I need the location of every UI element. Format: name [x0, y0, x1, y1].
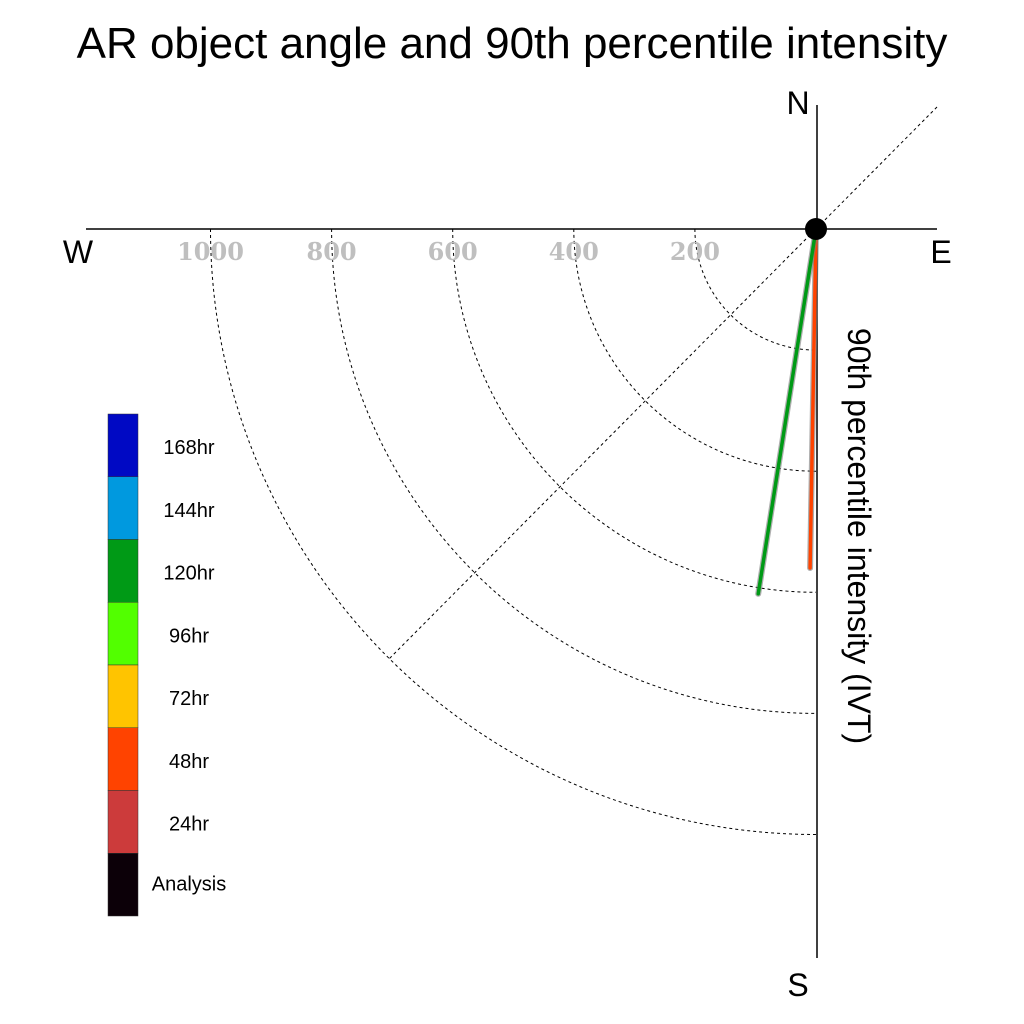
legend-label-120hr: 120hr: [163, 563, 214, 585]
grid-arc-400: [573, 228, 817, 472]
legend-label-72hr: 72hr: [169, 688, 209, 710]
compass-west: W: [63, 234, 94, 270]
radial-tick-label: 200: [670, 237, 720, 266]
compass-north: N: [786, 85, 809, 121]
legend-swatch-analysis: [107, 853, 139, 917]
compass-south: S: [787, 967, 808, 1003]
legend-label-144hr: 144hr: [163, 500, 214, 522]
y-axis-label: 90th percentile intensity (IVT): [841, 328, 877, 744]
radial-grid: [210, 228, 817, 835]
legend-swatch-96hr: [107, 602, 139, 666]
legend-swatch-120hr: [107, 539, 139, 603]
legend-swatch-48hr: [107, 727, 139, 791]
center-marker: [805, 218, 827, 240]
radial-tick-label: 400: [549, 237, 599, 266]
legend-label-96hr: 96hr: [169, 625, 209, 647]
legend: 168hr 144hr 120hr 96hr 72hr 48hr 24hr Analysis: [107, 413, 226, 917]
grid-arc-600: [452, 228, 817, 593]
series-lines: [755, 226, 819, 597]
radial-tick-label: 600: [428, 237, 478, 266]
legend-swatch-72hr: [107, 664, 139, 728]
grid-arc-200: [694, 228, 817, 351]
radial-tick-label: 1000: [177, 237, 244, 266]
chart-title: AR object angle and 90th percentile inte…: [77, 19, 948, 68]
legend-label-analysis: Analysis: [152, 873, 226, 895]
legend-label-24hr: 24hr: [169, 814, 209, 836]
radial-tick-label: 800: [307, 237, 357, 266]
grid-arc-800: [331, 228, 817, 714]
legend-label-168hr: 168hr: [163, 437, 214, 459]
compass-east: E: [930, 234, 951, 270]
series-line-48hr: [808, 227, 818, 570]
legend-swatch-144hr: [107, 476, 139, 540]
grid-arc-1000: [210, 228, 817, 835]
series-line-120hr: [756, 227, 818, 596]
legend-swatch-24hr: [107, 790, 139, 854]
diagonal-guide: [388, 106, 938, 660]
radial-tick-labels: 200 400 600 800 1000: [177, 237, 720, 266]
legend-label-48hr: 48hr: [169, 751, 209, 773]
legend-swatch-168hr: [107, 413, 139, 477]
